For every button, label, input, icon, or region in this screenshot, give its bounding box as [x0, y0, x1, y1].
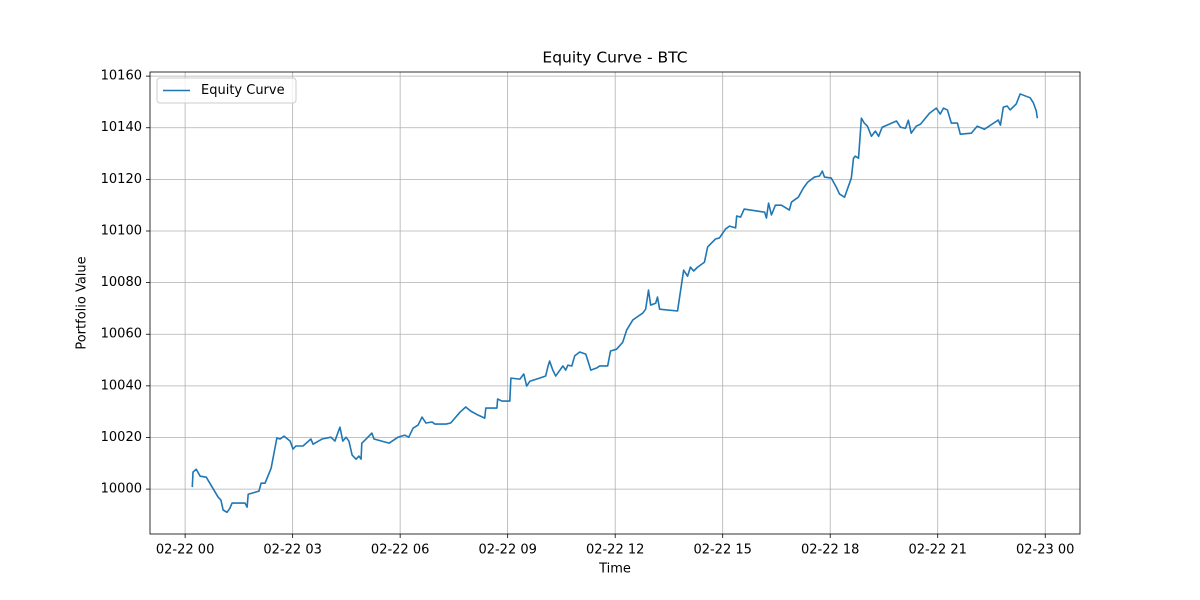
x-tick-label: 02-22 09 [478, 543, 536, 558]
legend: Equity Curve [156, 77, 297, 104]
legend-box [156, 77, 297, 104]
legend-label: Equity Curve [201, 83, 285, 98]
grid [150, 72, 1080, 534]
x-tick-label: 02-22 12 [586, 543, 644, 558]
chart-title: Equity Curve - BTC [542, 49, 687, 67]
y-tick-label: 10100 [101, 223, 142, 238]
y-tick-label: 10020 [101, 430, 142, 445]
x-tick-label: 02-22 03 [263, 543, 321, 558]
y-tick-label: 10000 [101, 482, 142, 497]
y-tick-label: 10060 [101, 327, 142, 342]
x-tick-label: 02-23 00 [1016, 543, 1074, 558]
plot-data [191, 93, 1039, 514]
x-tick-label: 02-22 21 [908, 543, 966, 558]
y-tick-label: 10080 [101, 275, 142, 290]
x-tick-label: 02-22 06 [371, 543, 429, 558]
y-tick-label: 10120 [101, 172, 142, 187]
y-tick-label: 10160 [101, 69, 142, 84]
x-tick-label: 02-22 18 [801, 543, 859, 558]
y-axis-label: Portfolio Value [75, 256, 90, 349]
x-axis-label: Time [598, 562, 631, 577]
x-tick-label: 02-22 15 [693, 543, 751, 558]
x-tick-label: 02-22 00 [156, 543, 214, 558]
y-tick-label: 10040 [101, 378, 142, 393]
y-tick-label: 10140 [101, 120, 142, 135]
series-line [191, 93, 1039, 514]
